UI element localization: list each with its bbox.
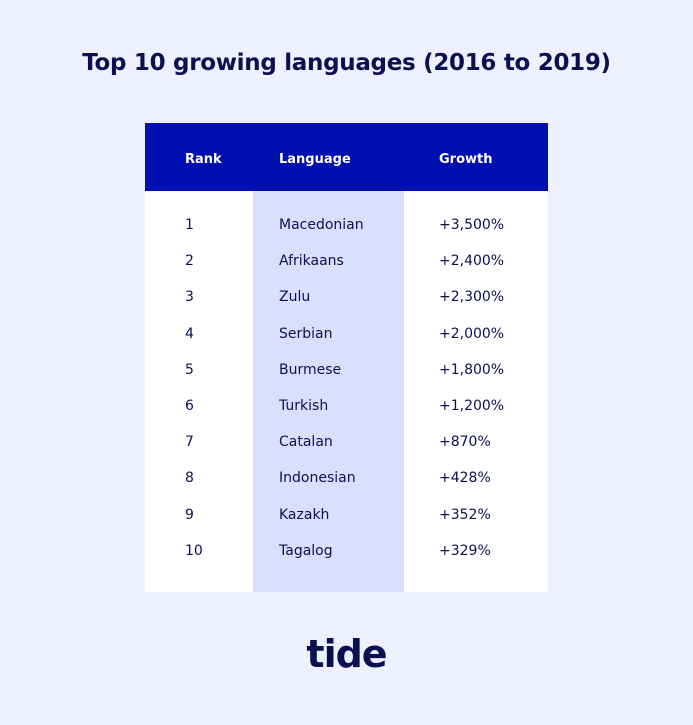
tide-logo: tide [306, 632, 387, 676]
table-row: 8 Indonesian +428% [145, 470, 548, 490]
table-row: 5 Burmese +1,800% [145, 362, 548, 382]
cell-growth: +1,800% [439, 361, 505, 378]
cell-rank: 7 [185, 434, 194, 451]
cell-growth: +3,500% [439, 217, 505, 233]
table-header: Rank Language Growth [145, 123, 548, 191]
header-growth: Growth [439, 152, 493, 167]
cell-growth: +329% [439, 542, 491, 559]
cell-rank: 8 [185, 470, 194, 487]
cell-language: Zulu [279, 289, 311, 306]
languages-table: Rank Language Growth 1 Macedonian +3,500% 2… [145, 123, 548, 592]
cell-growth: +2,300% [439, 289, 505, 306]
cell-rank: 6 [185, 398, 194, 414]
cell-rank: 2 [185, 253, 194, 270]
table-row: 4 Serbian +2,000% [145, 326, 548, 346]
table-row: 2 Afrikaans +2,400% [145, 253, 548, 273]
table-row: 3 Zulu +2,300% [145, 289, 548, 309]
header-language: Language [279, 152, 351, 167]
cell-rank: 1 [185, 217, 194, 233]
cell-growth: +1,200% [439, 398, 505, 414]
cell-language: Serbian [279, 325, 333, 342]
cell-growth: +428% [439, 470, 491, 487]
cell-growth: +2,000% [439, 325, 505, 342]
cell-language: Catalan [279, 434, 333, 451]
cell-language: Burmese [279, 361, 342, 378]
chart-title: Top 10 growing languages (2016 to 2019) [82, 50, 611, 76]
cell-rank: 10 [185, 542, 203, 559]
cell-rank: 9 [185, 506, 194, 523]
cell-rank: 3 [185, 289, 194, 306]
cell-language: Indonesian [279, 470, 356, 487]
table-row: 1 Macedonian +3,500% [145, 217, 548, 237]
cell-language: Macedonian [279, 217, 364, 233]
cell-language: Turkish [279, 398, 329, 414]
table-row: 10 Tagalog +329% [145, 543, 548, 563]
header-rank: Rank [185, 152, 222, 167]
table-row: 9 Kazakh +352% [145, 507, 548, 527]
cell-growth: +352% [439, 506, 491, 523]
cell-language: Tagalog [279, 542, 333, 559]
table-row: 7 Catalan +870% [145, 434, 548, 454]
cell-language: Afrikaans [279, 253, 344, 270]
language-column-highlight [253, 191, 404, 592]
cell-growth: +2,400% [439, 253, 505, 270]
cell-rank: 5 [185, 361, 194, 378]
cell-rank: 4 [185, 325, 194, 342]
cell-language: Kazakh [279, 506, 330, 523]
table-row: 6 Turkish +1,200% [145, 398, 548, 418]
cell-growth: +870% [439, 434, 491, 451]
